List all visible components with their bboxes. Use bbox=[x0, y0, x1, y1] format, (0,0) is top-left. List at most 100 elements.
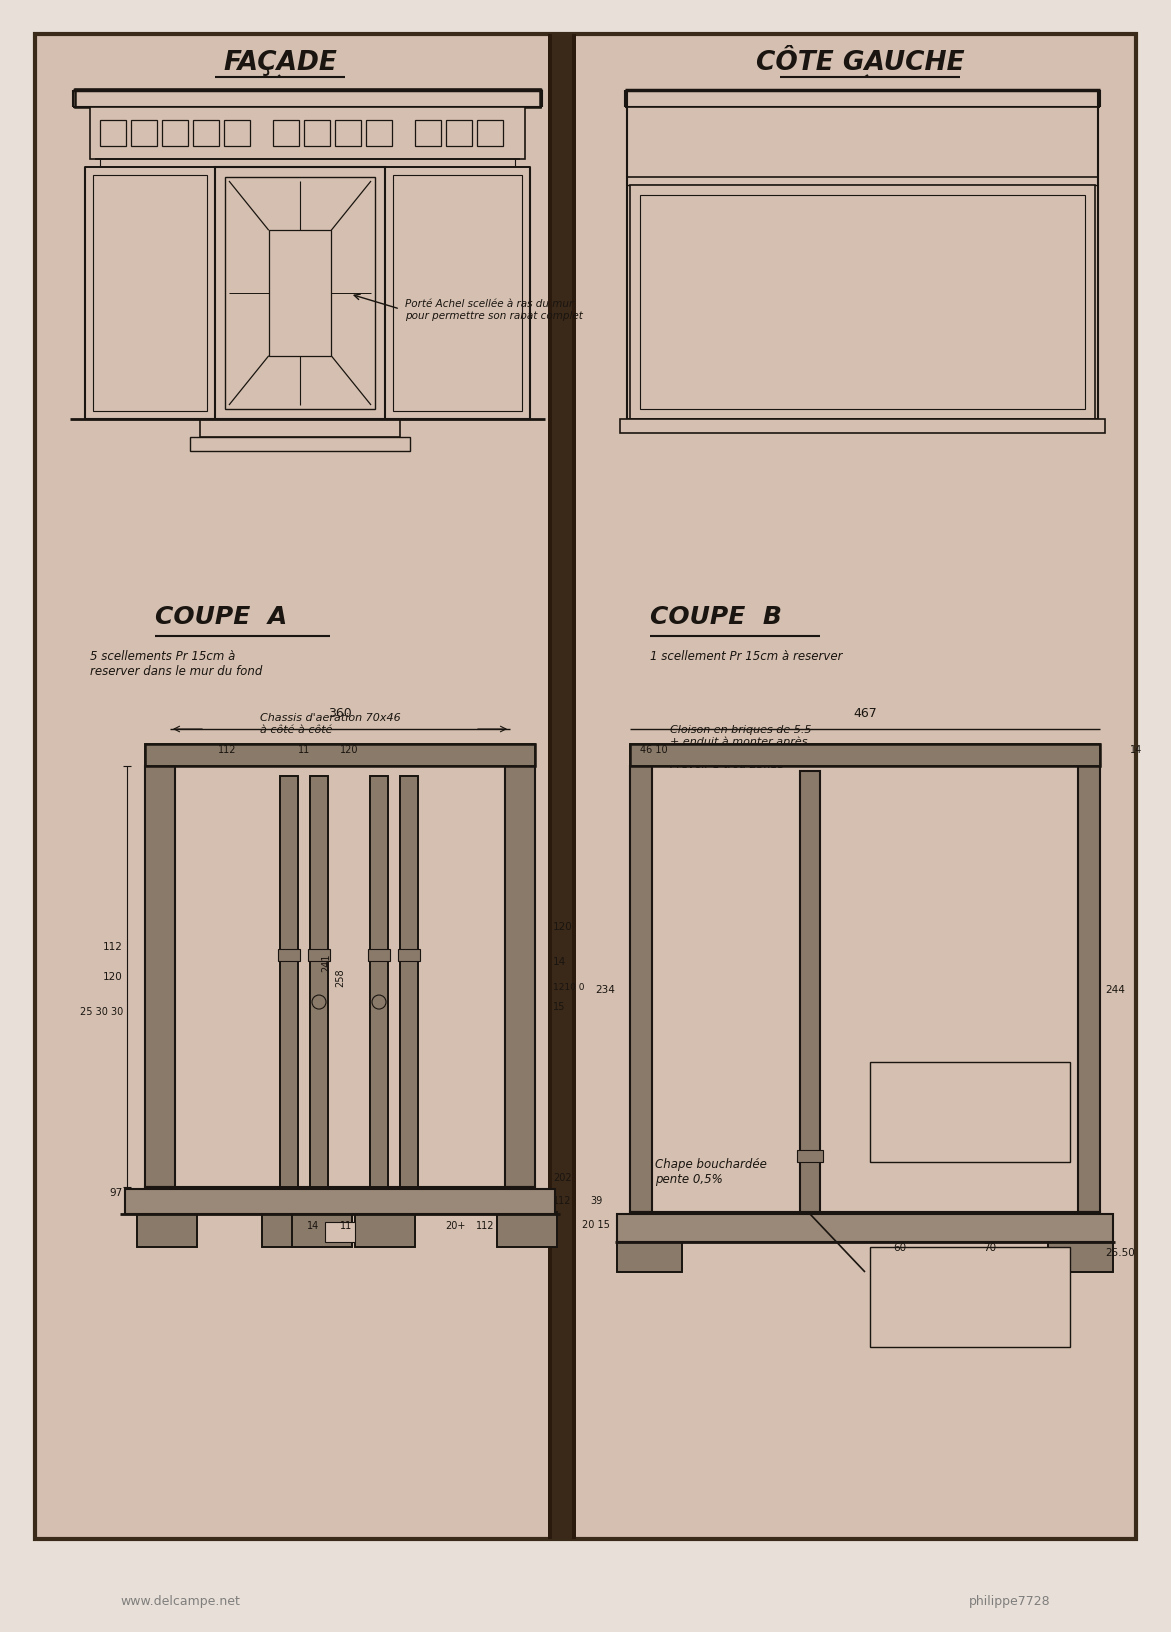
Text: 120: 120 bbox=[103, 973, 123, 982]
Bar bbox=[415, 121, 441, 147]
Bar bbox=[393, 176, 522, 411]
Bar bbox=[125, 1190, 555, 1214]
Bar bbox=[630, 744, 1100, 767]
Bar bbox=[800, 772, 820, 1213]
Text: 70: 70 bbox=[984, 1242, 997, 1252]
Text: 11: 11 bbox=[340, 1221, 352, 1231]
Bar bbox=[619, 419, 1105, 434]
Bar bbox=[370, 777, 388, 1186]
Bar bbox=[280, 777, 297, 1186]
Bar bbox=[617, 1240, 682, 1273]
Text: 112: 112 bbox=[103, 942, 123, 951]
Bar bbox=[617, 1240, 682, 1273]
Bar bbox=[630, 186, 1095, 419]
Bar bbox=[75, 90, 540, 108]
Bar bbox=[870, 1247, 1070, 1346]
Bar bbox=[131, 121, 157, 147]
Text: www.delcampe.net: www.delcampe.net bbox=[119, 1594, 240, 1608]
Bar bbox=[1048, 1240, 1112, 1273]
Bar bbox=[355, 1213, 415, 1247]
Bar bbox=[145, 767, 174, 1186]
Bar bbox=[497, 1213, 557, 1247]
Bar bbox=[93, 176, 207, 411]
Bar bbox=[90, 108, 525, 160]
Bar bbox=[367, 121, 392, 147]
Bar bbox=[225, 178, 375, 410]
Bar bbox=[626, 108, 1098, 178]
Bar bbox=[400, 777, 418, 1186]
Text: Chape bouchardée
pente 0,5%: Chape bouchardée pente 0,5% bbox=[655, 1157, 767, 1185]
Bar bbox=[630, 744, 1100, 767]
Bar bbox=[552, 34, 571, 1539]
Bar bbox=[137, 1213, 197, 1247]
Bar bbox=[797, 1151, 823, 1162]
Text: FAÇADE: FAÇADE bbox=[222, 51, 337, 77]
Text: 46 10: 46 10 bbox=[641, 744, 667, 754]
Text: CÔTE GAUCHE: CÔTE GAUCHE bbox=[755, 51, 964, 77]
Bar bbox=[641, 196, 1086, 410]
Bar bbox=[273, 121, 299, 147]
Bar bbox=[630, 767, 652, 1213]
Bar bbox=[310, 777, 328, 1186]
Bar bbox=[370, 777, 388, 1186]
Bar bbox=[190, 437, 410, 452]
Text: COUPE  B: COUPE B bbox=[650, 604, 782, 628]
Text: 14: 14 bbox=[307, 1221, 320, 1231]
Bar bbox=[446, 121, 472, 147]
Text: 20+: 20+ bbox=[445, 1221, 465, 1231]
Bar bbox=[630, 767, 652, 1213]
Bar bbox=[215, 168, 385, 419]
Bar bbox=[137, 1213, 197, 1247]
Text: COUPE  A: COUPE A bbox=[155, 604, 287, 628]
Bar bbox=[145, 744, 535, 767]
Bar bbox=[304, 121, 330, 147]
Bar bbox=[310, 777, 328, 1186]
Text: 1210 0: 1210 0 bbox=[553, 982, 584, 991]
Text: 15: 15 bbox=[553, 1002, 566, 1012]
Bar bbox=[269, 232, 331, 356]
Bar bbox=[278, 950, 300, 961]
Text: 467: 467 bbox=[854, 707, 877, 720]
Text: 112: 112 bbox=[218, 744, 237, 754]
Text: 14: 14 bbox=[1130, 744, 1142, 754]
Bar bbox=[100, 121, 126, 147]
Bar bbox=[548, 34, 576, 1539]
Bar bbox=[1078, 767, 1100, 1213]
Text: 112: 112 bbox=[553, 1195, 571, 1206]
Text: 258: 258 bbox=[335, 968, 345, 986]
Text: 241: 241 bbox=[321, 953, 331, 971]
Bar bbox=[145, 767, 174, 1186]
Text: 25.50: 25.50 bbox=[1105, 1247, 1135, 1257]
Bar bbox=[85, 168, 215, 419]
Text: 20 15: 20 15 bbox=[582, 1219, 610, 1229]
Text: Cloison en briques de 5.5
+ enduit à monter après
la pose des fers U
Prévoir 1 t: Cloison en briques de 5.5 + enduit à mon… bbox=[670, 725, 812, 770]
Bar bbox=[385, 168, 530, 419]
Text: Porté Achel scellée à ras du mur
pour permettre son rabat complet: Porté Achel scellée à ras du mur pour pe… bbox=[405, 299, 583, 320]
Bar bbox=[145, 1186, 535, 1213]
Bar bbox=[1078, 767, 1100, 1213]
Bar bbox=[398, 950, 420, 961]
Text: 112: 112 bbox=[475, 1221, 494, 1231]
Text: 244: 244 bbox=[1105, 984, 1125, 994]
Bar bbox=[800, 772, 820, 1213]
Text: 360: 360 bbox=[328, 707, 351, 720]
Bar bbox=[200, 419, 400, 437]
Bar bbox=[308, 950, 330, 961]
Bar bbox=[505, 767, 535, 1186]
Text: 60: 60 bbox=[893, 1242, 906, 1252]
Text: 120: 120 bbox=[553, 922, 573, 932]
Bar bbox=[224, 121, 249, 147]
Text: 5 scellements Pr 15cm à
reserver dans le mur du fond: 5 scellements Pr 15cm à reserver dans le… bbox=[90, 650, 262, 677]
Bar bbox=[145, 1186, 535, 1213]
Bar bbox=[355, 1213, 415, 1247]
Bar bbox=[326, 1222, 355, 1242]
Bar bbox=[505, 767, 535, 1186]
Text: 14: 14 bbox=[553, 956, 567, 966]
Bar bbox=[870, 1062, 1070, 1162]
Bar bbox=[145, 744, 535, 767]
Bar bbox=[292, 1213, 352, 1247]
Bar bbox=[262, 1213, 322, 1247]
Bar bbox=[335, 121, 361, 147]
Bar bbox=[1048, 1240, 1112, 1273]
Bar bbox=[368, 950, 390, 961]
